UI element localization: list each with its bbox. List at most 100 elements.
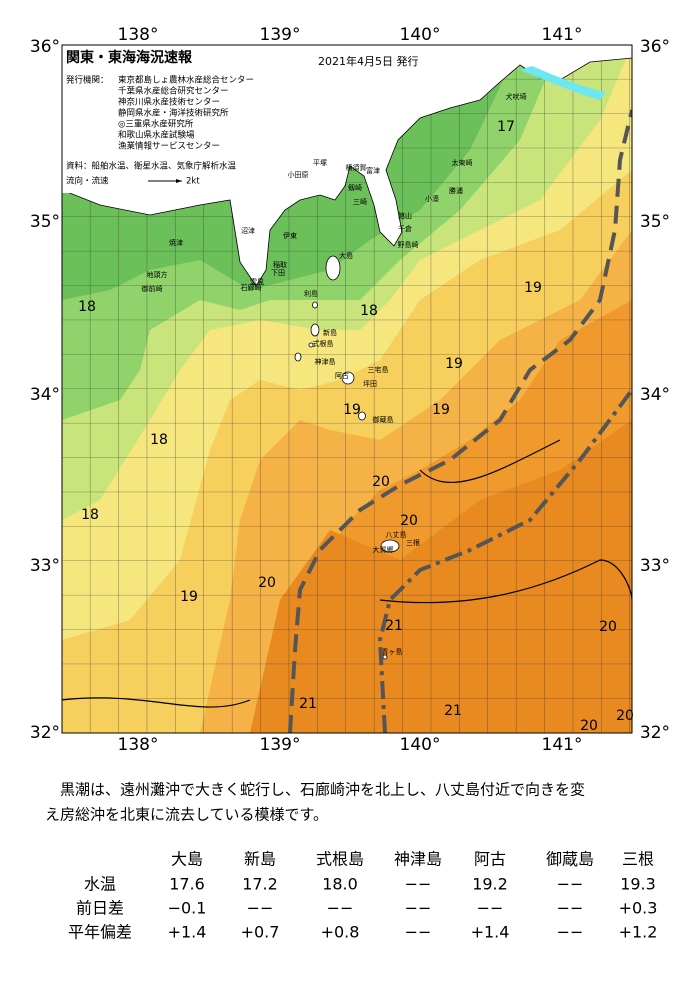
place-name: 下田 [271, 269, 285, 277]
place-name: 阿古 [335, 371, 349, 380]
place-name: 御蔵島 [373, 415, 394, 424]
lake [520, 66, 606, 100]
isotherm-label: 19 [432, 402, 450, 418]
table-cell: 17.6 [169, 875, 205, 894]
isotherm-label: 20 [616, 708, 634, 724]
isotherm-label: 21 [385, 618, 403, 634]
arrow-head [176, 179, 182, 183]
lat-label-left: 32° [30, 723, 60, 743]
publisher: 静岡県水産・海洋技術研究所 [118, 108, 229, 119]
place-name: 焼津 [169, 238, 183, 247]
isotherm-label: 19 [180, 589, 198, 605]
table-cell: −0.1 [168, 899, 207, 918]
isotherm-label: 19 [343, 402, 361, 418]
publisher-label: 発行機関： [66, 75, 109, 86]
place-name: 坪田 [363, 380, 377, 388]
lon-label-bottom: 141° [542, 735, 583, 755]
description-line: 黒潮は、遠州灘沖で大きく蛇行し、石廊崎沖を北上し、八丈島付近で向きを変 [60, 781, 585, 799]
table-cell: 19.2 [472, 875, 508, 894]
place-name: 稲取 [273, 260, 287, 269]
isotherm-label: 21 [299, 696, 317, 712]
table-cell: +0.8 [321, 923, 360, 942]
place-name: 石廊崎 [241, 283, 262, 292]
lat-label-right: 34° [640, 385, 670, 405]
lat-label-left: 36° [30, 37, 60, 57]
lat-label-right: 36° [640, 37, 670, 57]
table-cell: 18.0 [322, 875, 358, 894]
lat-label-right: 33° [640, 556, 670, 576]
place-name: 富津 [366, 166, 380, 175]
place-name: 八丈島 [386, 530, 407, 539]
table-header: 阿古 [474, 850, 506, 869]
lat-label-left: 33° [30, 556, 60, 576]
isotherm-label: 21 [444, 703, 462, 719]
table-header: 新島 [244, 850, 276, 869]
isotherm-label: 20 [599, 619, 617, 635]
publisher: 神奈川県水産技術センター [118, 97, 220, 108]
current-legend: 流向・流速 [66, 176, 109, 187]
contour [62, 439, 632, 708]
isotherm-label: 18 [81, 507, 99, 523]
lon-label-top: 140° [400, 25, 441, 45]
place-name: 三崎 [353, 197, 367, 206]
lon-label-top: 138° [118, 25, 159, 45]
isotherm-label: 17 [497, 119, 515, 135]
isotherm-label: 18 [150, 432, 168, 448]
isotherm-label: 18 [78, 299, 96, 315]
table-cell: −− [557, 875, 584, 894]
table-header: 御蔵島 [546, 850, 594, 869]
place-name: 雲見 [250, 278, 264, 286]
map-frame [61, 44, 633, 734]
table-header: 式根島 [316, 850, 364, 869]
publisher: 和歌山県水産試験場 [118, 130, 195, 141]
place-name: 小田原 [288, 170, 309, 179]
publisher: 漁業情報サービスセンター [118, 141, 220, 152]
place-name: 三根 [406, 538, 420, 547]
lat-label-left: 34° [30, 385, 60, 405]
table-cell: −− [405, 875, 432, 894]
legend-box [62, 45, 314, 193]
place-name: 横須賀 [346, 163, 367, 172]
row-label: 前日差 [76, 899, 124, 918]
place-name: 利島 [304, 289, 318, 298]
place-name: 勝浦 [449, 186, 463, 195]
place-name: 小湊 [425, 194, 439, 203]
table-cell: +1.4 [168, 923, 207, 942]
isotherm-label: 20 [580, 718, 598, 734]
isotherm-label: 20 [372, 474, 390, 490]
publisher: 東京都島しょ農林水産総合センター [118, 75, 254, 86]
place-name: 野島崎 [398, 240, 419, 249]
lon-label-top: 139° [260, 25, 301, 45]
sources: 資料：船舶水温、衛星水温、気象庁解析水温 [66, 161, 237, 172]
table-cell: +1.2 [619, 923, 658, 942]
lon-label-bottom: 140° [400, 735, 441, 755]
row-label: 水温 [84, 875, 116, 894]
table-header: 大島 [171, 850, 203, 869]
table-header: 神津島 [394, 850, 442, 869]
lon-label-bottom: 139° [260, 735, 301, 755]
table-cell: −− [405, 899, 432, 918]
place-name: 沼津 [241, 226, 255, 235]
lat-label-right: 35° [640, 212, 670, 232]
place-name: 剱崎 [348, 183, 362, 192]
table-cell: +0.7 [241, 923, 280, 942]
place-name: 御前崎 [142, 284, 163, 293]
description-line: え房総沖を北東に流去している模様です。 [45, 806, 328, 824]
table-cell: −− [405, 923, 432, 942]
isotherm-label: 19 [524, 280, 542, 296]
place-name: 伊東 [283, 231, 297, 240]
table-cell: 17.2 [242, 875, 278, 894]
place-name: 神津島 [315, 357, 336, 366]
table-cell: −− [477, 899, 504, 918]
table-cell: −− [247, 899, 274, 918]
issue-date: 2021年4月5日 発行 [318, 54, 419, 68]
place-name: 犬吠埼 [506, 92, 527, 101]
publisher: 千葉県水産総合研究センター [118, 86, 229, 97]
kuroshio-axis [288, 109, 632, 733]
lon-label-top: 141° [542, 25, 583, 45]
lat-label-right: 32° [640, 723, 670, 743]
place-name: 式根島 [313, 339, 334, 348]
place-name: 平塚 [313, 158, 327, 167]
place-name: 大島 [339, 251, 353, 260]
